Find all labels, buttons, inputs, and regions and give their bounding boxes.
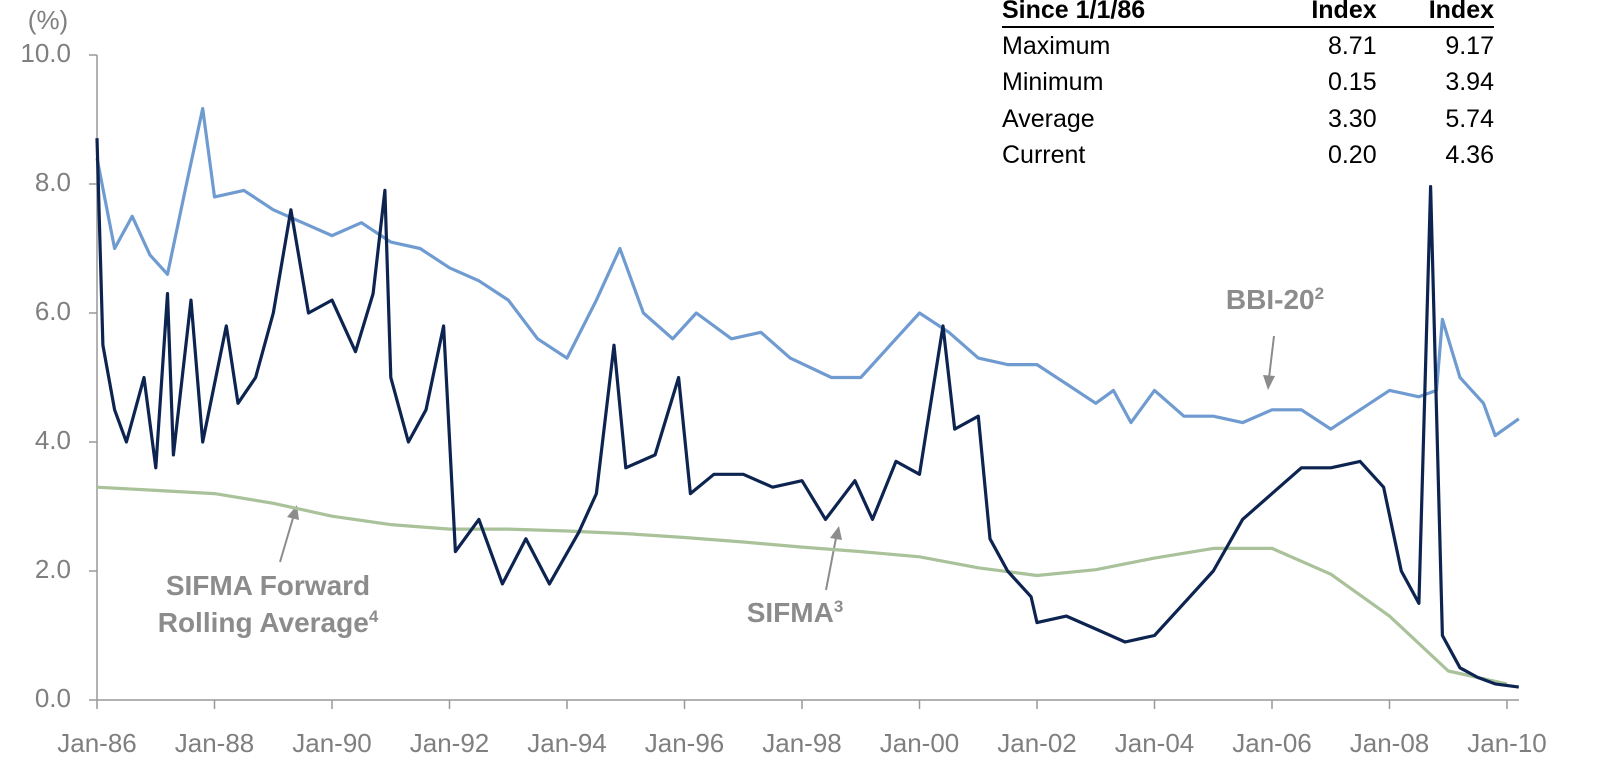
table-cell: 9.17 xyxy=(1445,31,1494,60)
table-row: Current 0.20 4.36 xyxy=(1002,138,1494,175)
x-tick-label: Jan-06 xyxy=(1232,728,1312,758)
arrow xyxy=(1268,335,1275,379)
series-line xyxy=(95,106,1520,438)
x-tick-label: Jan-98 xyxy=(762,728,842,758)
arrow xyxy=(279,517,294,563)
table-cell: 3.30 xyxy=(1327,104,1377,133)
x-tick-label: Jan-94 xyxy=(527,728,607,758)
x-tick-label: Jan-00 xyxy=(880,728,960,758)
table-cell: 4.36 xyxy=(1445,141,1494,170)
y-tick-label: 4.0 xyxy=(35,425,71,455)
x-tick-label: Jan-90 xyxy=(292,728,372,758)
x-tick-label: Jan-08 xyxy=(1350,728,1430,758)
y-unit: (%) xyxy=(28,5,68,35)
footnote: 4 xyxy=(368,607,379,626)
table-cell: 8.71 xyxy=(1327,31,1377,60)
arrowhead xyxy=(830,526,842,540)
footnote: 2 xyxy=(1314,284,1325,303)
x-tick-label: Jan-02 xyxy=(997,728,1077,758)
table-cell: Average xyxy=(1002,104,1095,133)
table-cell: Current xyxy=(1002,141,1086,170)
x-tick-label: Jan-86 xyxy=(57,728,137,758)
table-cell: Minimum xyxy=(1002,68,1104,97)
table-cell: Maximum xyxy=(1002,31,1111,60)
table-row: Average 3.30 5.74 xyxy=(1002,101,1494,138)
x-tick-label: Jan-92 xyxy=(410,728,490,758)
arrow xyxy=(825,537,837,591)
annotation: SIFMA Forward Rolling Average4 xyxy=(138,567,398,641)
footnote: 3 xyxy=(833,597,844,616)
stats-table: Since 1/1/86 Index Index Maximum 8.71 9.17 Min… xyxy=(1002,0,1494,174)
y-tick-label: 10.0 xyxy=(20,38,71,68)
table-cell: 3.94 xyxy=(1445,68,1494,97)
y-tick-label: 8.0 xyxy=(35,167,71,197)
table-cell: 0.15 xyxy=(1327,68,1377,97)
y-tick-label: 0.0 xyxy=(35,683,71,713)
series-line xyxy=(95,138,1520,689)
table-row: Maximum 8.71 9.17 xyxy=(1002,27,1494,65)
series-line xyxy=(96,485,1508,686)
header-cell: Index xyxy=(1259,0,1377,28)
table-cell: 0.20 xyxy=(1327,141,1377,170)
annotation-text: SIFMA xyxy=(746,597,834,628)
x-tick-label: Jan-04 xyxy=(1115,728,1195,758)
annotation-text: SIFMA Forward Rolling Average xyxy=(157,570,371,638)
y-tick-label: 6.0 xyxy=(35,296,71,326)
annotation: BBI-202 xyxy=(1210,281,1340,318)
table-cell: 5.74 xyxy=(1445,104,1494,133)
x-tick-label: Jan-96 xyxy=(645,728,725,758)
x-tick-label: Jan-10 xyxy=(1467,728,1547,758)
arrowhead xyxy=(1263,375,1275,390)
header-row: Since 1/1/86 Index Index xyxy=(1002,0,1494,28)
annotation: SIFMA3 xyxy=(730,594,860,631)
annotation-text: BBI-20 xyxy=(1225,284,1315,315)
header-cell: Index xyxy=(1376,0,1494,28)
header-cell: Since 1/1/86 xyxy=(1002,0,1260,28)
table-row: Minimum 0.15 3.94 xyxy=(1002,65,1494,102)
x-tick-label: Jan-88 xyxy=(175,728,255,758)
y-tick-label: 2.0 xyxy=(35,554,71,584)
